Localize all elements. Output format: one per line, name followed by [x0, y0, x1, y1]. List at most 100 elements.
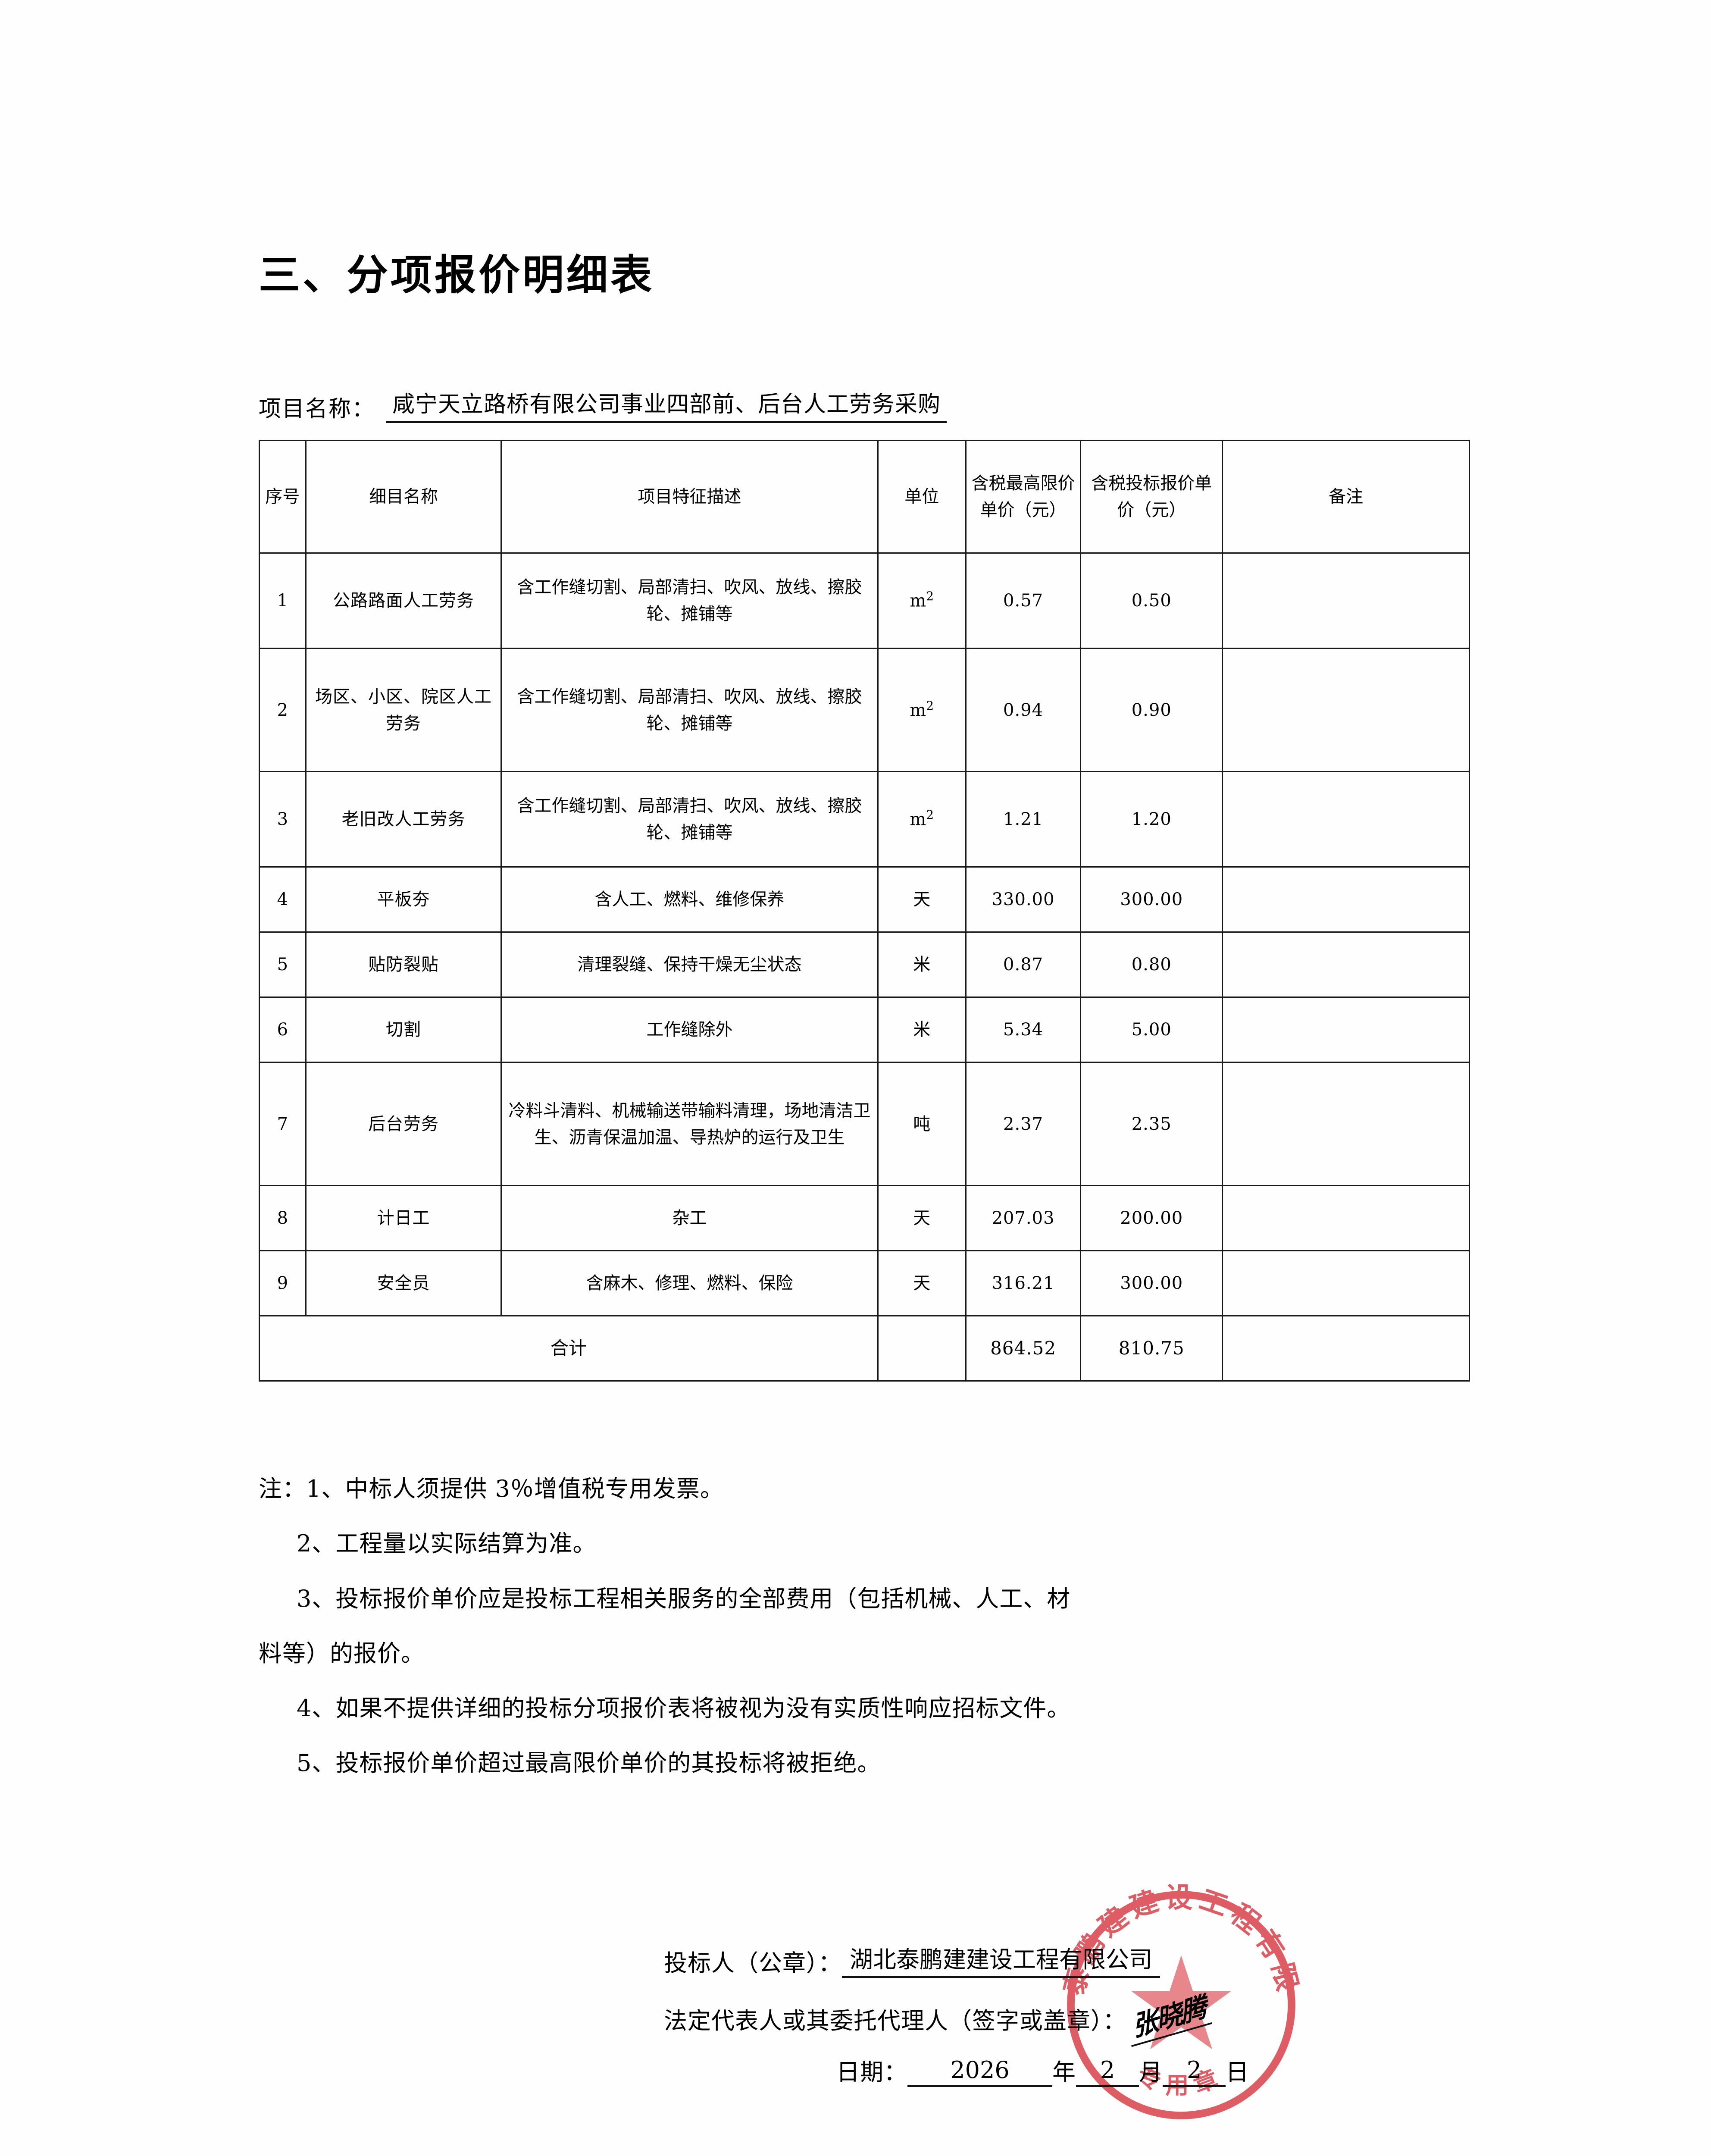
legal-rep-row: 法定代表人或其委托代理人（签字或盖章）： 张晓腾 [664, 1984, 1249, 2047]
cell-desc: 含工作缝切割、局部清扫、吹风、放线、擦胶轮、摊铺等 [500, 771, 879, 868]
price-breakdown-table: 序号 细目名称 项目特征描述 单位 含税最高限价单价（元） 含税投标报价单价（元… [259, 440, 1470, 1382]
cell-max-price: 0.94 [965, 648, 1082, 772]
table-row: 4 平板夯 含人工、燃料、维修保养 天 330.00 300.00 [259, 866, 1470, 933]
cell-name: 平板夯 [305, 866, 502, 933]
total-label: 合计 [259, 1315, 879, 1382]
date-year-unit: 年 [1052, 2059, 1076, 2086]
note-item-2: 2、工程量以实际结算为准。 [297, 1530, 597, 1557]
page-title: 三、分项报价明细表 [259, 251, 654, 299]
cell-no: 5 [259, 931, 307, 998]
cell-name: 老旧改人工劳务 [305, 771, 502, 868]
cell-unit: 吨 [877, 1062, 967, 1186]
total-bid-price: 810.75 [1080, 1315, 1223, 1382]
cell-remark [1222, 997, 1470, 1063]
cell-name: 安全员 [305, 1250, 502, 1316]
cell-remark [1222, 1185, 1470, 1251]
header-remark: 备注 [1222, 440, 1470, 554]
signature-block: 投标人（公章）： 湖北泰鹏建建设工程有限公司 法定代表人或其委托代理人（签字或盖… [664, 1940, 1249, 2087]
cell-desc: 工作缝除外 [500, 997, 879, 1063]
cell-bid-price: 300.00 [1080, 1250, 1223, 1316]
cell-no: 9 [259, 1250, 307, 1316]
cell-bid-price: 0.50 [1080, 552, 1223, 649]
cell-max-price: 316.21 [965, 1250, 1082, 1316]
cell-no: 6 [259, 997, 307, 1063]
date-label: 日期： [836, 2059, 907, 2086]
note-text-1: 1、中标人须提供 3％增值税专用发票。 [306, 1475, 724, 1502]
header-desc: 项目特征描述 [500, 440, 879, 554]
note-item-3-cont: 料等）的报价。 [259, 1639, 425, 1667]
cell-max-price: 0.87 [965, 931, 1082, 998]
project-name-line: 项目名称： 咸宁天立路桥有限公司事业四部前、后台人工劳务采购 [259, 386, 947, 423]
date-month-value: 2 [1076, 2056, 1139, 2087]
bidder-row: 投标人（公章）： 湖北泰鹏建建设工程有限公司 [664, 1940, 1249, 1978]
table-row: 6 切割 工作缝除外 米 5.34 5.00 [259, 997, 1470, 1063]
cell-name: 公路路面人工劳务 [305, 552, 502, 649]
cell-unit: 米 [877, 931, 967, 998]
cell-bid-price: 2.35 [1080, 1062, 1223, 1186]
note-item-1: 注：1、中标人须提供 3％增值税专用发票。 [259, 1466, 1474, 1511]
date-day-unit: 日 [1226, 2059, 1249, 2086]
table-row: 8 计日工 杂工 天 207.03 200.00 [259, 1185, 1470, 1251]
project-name-value: 咸宁天立路桥有限公司事业四部前、后台人工劳务采购 [386, 386, 947, 423]
date-row: 日期： 2026 年 2 月 2 日 [664, 2053, 1249, 2087]
cell-no: 1 [259, 552, 307, 649]
header-name: 细目名称 [305, 440, 502, 554]
header-no: 序号 [259, 440, 307, 554]
cell-unit: m2 [877, 552, 967, 649]
cell-bid-price: 0.90 [1080, 648, 1223, 772]
note-item-3: 3、投标报价单价应是投标工程相关服务的全部费用（包括机械、人工、材 [297, 1585, 1071, 1612]
note-item-5: 5、投标报价单价超过最高限价单价的其投标将被拒绝。 [297, 1749, 881, 1777]
date-day-value: 2 [1163, 2056, 1226, 2087]
cell-desc: 含麻木、修理、燃料、保险 [500, 1250, 879, 1316]
legal-rep-label: 法定代表人或其委托代理人（签字或盖章）： [664, 2007, 1126, 2034]
cell-desc: 冷料斗清料、机械输送带输料清理，场地清洁卫生、沥青保温加温、导热炉的运行及卫生 [500, 1062, 879, 1186]
cell-bid-price: 1.20 [1080, 771, 1223, 868]
bidder-label: 投标人（公章）： [664, 1949, 842, 1977]
date-year-value: 2026 [907, 2056, 1052, 2087]
cell-unit: 天 [877, 866, 967, 933]
project-name-label: 项目名称： [259, 396, 375, 422]
cell-max-price: 5.34 [965, 997, 1082, 1063]
cell-remark [1222, 1062, 1470, 1186]
cell-bid-price: 300.00 [1080, 866, 1223, 933]
handwritten-signature: 张晓腾 [1124, 1984, 1212, 2047]
cell-unit: m2 [877, 648, 967, 772]
notes-prefix: 注： [259, 1475, 306, 1502]
cell-bid-price: 0.80 [1080, 931, 1223, 998]
total-unit [877, 1315, 967, 1382]
cell-no: 8 [259, 1185, 307, 1251]
table-header-row: 序号 细目名称 项目特征描述 单位 含税最高限价单价（元） 含税投标报价单价（元… [259, 440, 1470, 554]
bidder-value: 湖北泰鹏建建设工程有限公司 [842, 1940, 1160, 1978]
cell-max-price: 1.21 [965, 771, 1082, 868]
date-month-unit: 月 [1139, 2059, 1163, 2086]
table-body: 1 公路路面人工劳务 含工作缝切割、局部清扫、吹风、放线、擦胶轮、摊铺等 m2 … [259, 552, 1470, 1382]
cell-remark [1222, 866, 1470, 933]
cell-unit: m2 [877, 771, 967, 868]
table-row: 2 场区、小区、院区人工劳务 含工作缝切割、局部清扫、吹风、放线、擦胶轮、摊铺等… [259, 648, 1470, 772]
cell-no: 3 [259, 771, 307, 868]
header-max-price: 含税最高限价单价（元） [965, 440, 1082, 554]
cell-desc: 清理裂缝、保持干燥无尘状态 [500, 931, 879, 998]
cell-unit: 米 [877, 997, 967, 1063]
cell-name: 切割 [305, 997, 502, 1063]
cell-no: 4 [259, 866, 307, 933]
total-max-price: 864.52 [965, 1315, 1082, 1382]
cell-max-price: 207.03 [965, 1185, 1082, 1251]
table-row: 3 老旧改人工劳务 含工作缝切割、局部清扫、吹风、放线、擦胶轮、摊铺等 m2 1… [259, 771, 1470, 868]
cell-remark [1222, 648, 1470, 772]
cell-no: 7 [259, 1062, 307, 1186]
cell-remark [1222, 552, 1470, 649]
cell-bid-price: 5.00 [1080, 997, 1223, 1063]
cell-name: 后台劳务 [305, 1062, 502, 1186]
cell-max-price: 330.00 [965, 866, 1082, 933]
cell-desc: 含工作缝切割、局部清扫、吹风、放线、擦胶轮、摊铺等 [500, 648, 879, 772]
cell-max-price: 0.57 [965, 552, 1082, 649]
cell-desc: 杂工 [500, 1185, 879, 1251]
cell-unit: 天 [877, 1250, 967, 1316]
cell-unit: 天 [877, 1185, 967, 1251]
cell-name: 计日工 [305, 1185, 502, 1251]
cell-max-price: 2.37 [965, 1062, 1082, 1186]
cell-bid-price: 200.00 [1080, 1185, 1223, 1251]
note-item-4: 4、如果不提供详细的投标分项报价表将被视为没有实质性响应招标文件。 [297, 1695, 1071, 1722]
